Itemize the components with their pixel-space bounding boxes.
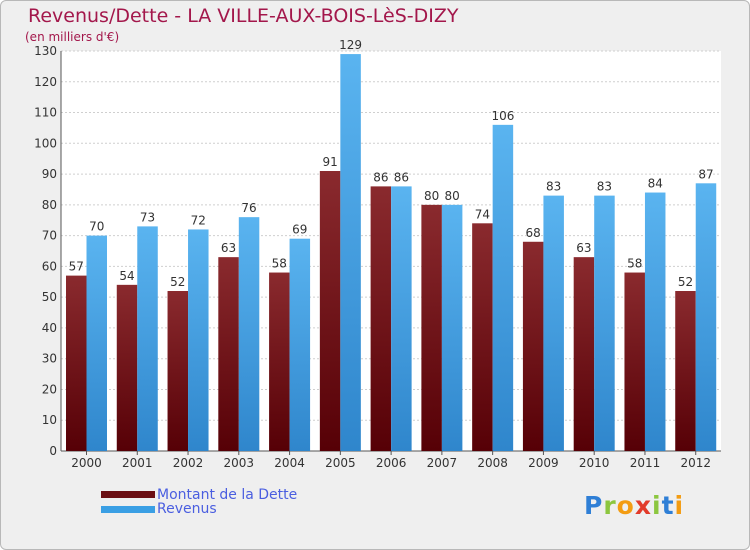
legend-label-revenus: Revenus [157, 501, 217, 517]
bar-dette [421, 204, 442, 451]
bar-revenus [238, 217, 260, 451]
y-tick-label: 130 [34, 44, 57, 58]
data-label: 69 [292, 223, 307, 237]
bar-dette [624, 272, 645, 451]
logo-letter: r [603, 491, 617, 520]
bar-revenus [441, 204, 463, 451]
logo-letter: P [584, 491, 604, 520]
logo-letter: i [652, 491, 662, 520]
x-tick-label: 2000 [71, 456, 102, 470]
data-label: 58 [272, 257, 287, 271]
x-tick-label: 2006 [376, 456, 407, 470]
y-tick-label: 70 [42, 229, 57, 243]
data-label: 84 [648, 177, 663, 191]
legend-swatch-revenus [101, 506, 155, 513]
y-tick-label: 20 [42, 382, 57, 396]
x-tick-label: 2007 [427, 456, 458, 470]
y-tick-label: 90 [42, 167, 57, 181]
y-tick-label: 40 [42, 321, 57, 335]
y-tick-label: 110 [34, 106, 57, 120]
bar-dette [116, 284, 138, 451]
bar-dette [167, 291, 189, 451]
logo-letter: o [616, 491, 635, 520]
bar-revenus [188, 229, 209, 451]
bar-dette [472, 223, 493, 451]
bar-dette [522, 241, 544, 451]
data-label: 63 [576, 241, 591, 255]
bar-revenus [492, 124, 514, 451]
y-tick-label: 120 [34, 75, 57, 89]
bar-dette [370, 186, 392, 451]
bar-revenus [340, 54, 361, 451]
data-label: 72 [191, 213, 206, 227]
y-tick-label: 60 [42, 259, 57, 273]
bar-dette [573, 257, 595, 451]
proxiti-logo: Proxiti [584, 491, 684, 520]
y-tick-label: 50 [42, 290, 57, 304]
bar-revenus [644, 192, 666, 452]
y-tick-label: 100 [34, 136, 57, 150]
y-tick-label: 80 [42, 198, 57, 212]
chart-title: Revenus/Dette - LA VILLE-AUX-BOIS-LèS-DI… [28, 5, 459, 27]
data-label: 76 [241, 201, 256, 215]
data-label: 106 [491, 109, 514, 123]
data-label: 68 [526, 226, 541, 240]
data-label: 80 [424, 189, 439, 203]
x-tick-label: 2009 [528, 456, 559, 470]
x-tick-label: 2012 [680, 456, 711, 470]
data-label: 52 [678, 275, 693, 289]
x-tick-label: 2010 [579, 456, 610, 470]
bar-revenus [543, 195, 564, 451]
data-label: 83 [597, 180, 612, 194]
bar-revenus [289, 238, 311, 451]
data-label: 87 [698, 167, 713, 181]
legend-label-dette: Montant de la Dette [157, 487, 298, 503]
x-tick-label: 2001 [122, 456, 153, 470]
x-tick-label: 2004 [274, 456, 305, 470]
data-label: 54 [119, 269, 134, 283]
data-label: 83 [546, 180, 561, 194]
chart-subtitle: (en milliers d'€) [25, 30, 120, 44]
logo-letter: i [674, 491, 685, 520]
data-label: 73 [140, 210, 155, 224]
data-label: 70 [89, 220, 104, 234]
bar-dette [218, 257, 239, 451]
data-label: 91 [322, 155, 337, 169]
logo-letter: x [634, 491, 652, 520]
y-tick-label: 0 [49, 444, 57, 458]
y-tick-label: 10 [42, 413, 57, 427]
bar-dette [675, 291, 696, 451]
data-label: 58 [627, 257, 642, 271]
x-tick-label: 2008 [477, 456, 508, 470]
bar-dette [269, 272, 290, 451]
logo-letter: t [661, 491, 675, 520]
data-label: 80 [444, 189, 459, 203]
data-label: 86 [394, 170, 409, 184]
data-label: 57 [69, 260, 84, 274]
data-label: 86 [373, 170, 388, 184]
bar-revenus [695, 183, 717, 452]
bar-dette [319, 171, 341, 451]
data-label: 52 [170, 275, 185, 289]
y-tick-label: 30 [42, 352, 57, 366]
x-tick-label: 2005 [325, 456, 356, 470]
bar-revenus [86, 235, 107, 451]
data-label: 63 [221, 241, 236, 255]
bar-revenus [391, 186, 412, 451]
x-tick-label: 2011 [630, 456, 661, 470]
data-label: 129 [339, 38, 362, 52]
data-label: 74 [475, 207, 490, 221]
bar-revenus [137, 226, 158, 451]
bar-dette [66, 275, 87, 451]
legend-swatch-dette [101, 491, 155, 498]
x-tick-label: 2002 [173, 456, 204, 470]
x-tick-label: 2003 [224, 456, 255, 470]
bar-revenus [594, 195, 615, 451]
